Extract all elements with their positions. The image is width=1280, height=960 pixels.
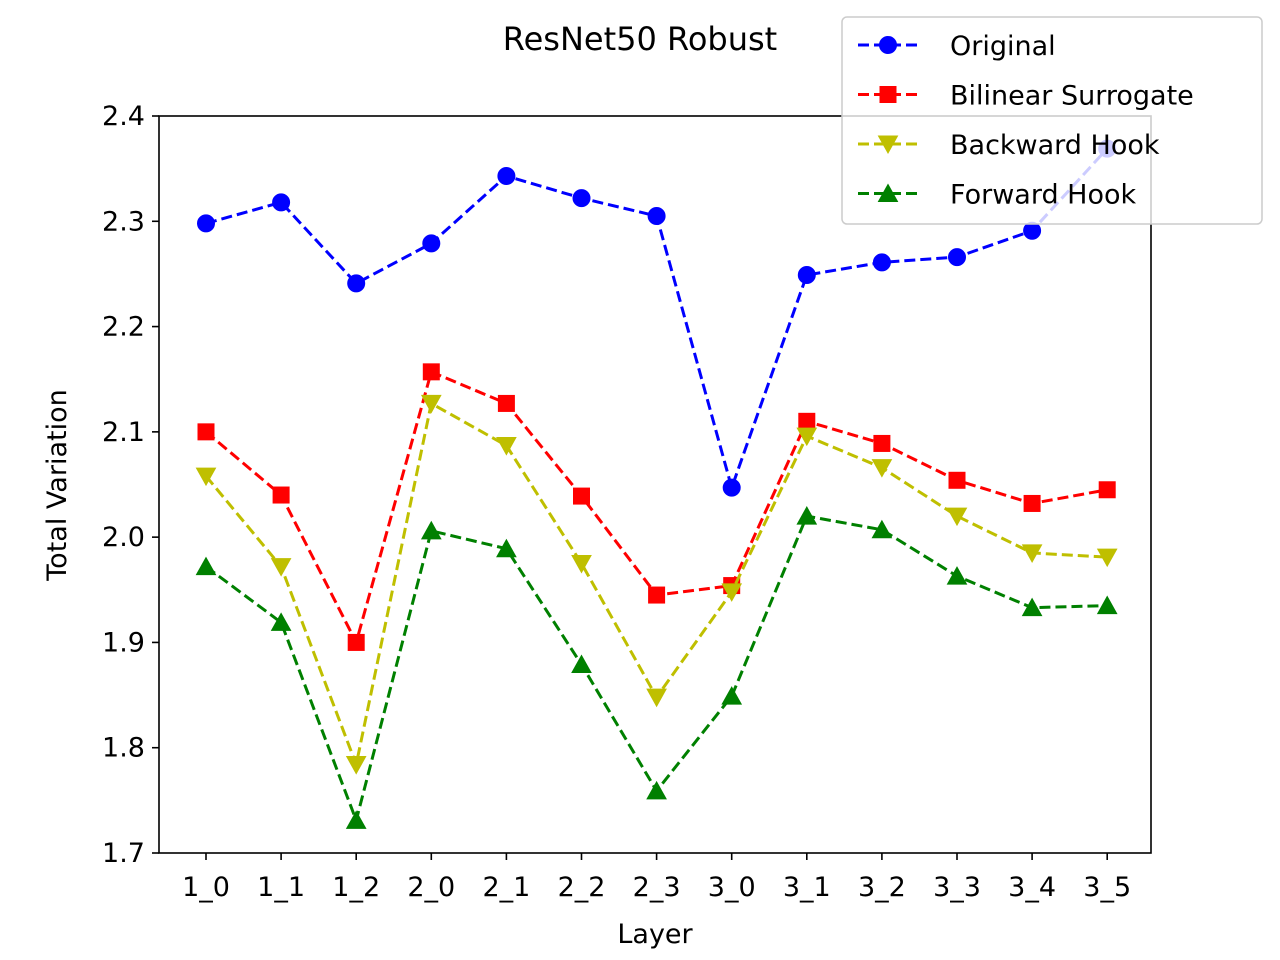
legend-label-bilinear-surrogate: Bilinear Surrogate [950, 81, 1194, 112]
y-axis: 1.7 1.8 1.9 2.0 2.1 2.2 2.3 2.4 [102, 101, 159, 869]
data-point [721, 583, 743, 602]
data-point [1096, 548, 1118, 568]
y-tick-label: 1.9 [102, 627, 145, 658]
data-point [347, 633, 365, 651]
data-point [497, 394, 515, 412]
x-tick-label: 1_0 [182, 872, 230, 903]
data-point [1023, 221, 1042, 240]
data-point [345, 756, 367, 775]
y-tick-label: 2.4 [102, 101, 145, 132]
legend-marker-bilinear-surrogate [879, 86, 897, 103]
y-tick-label: 2.2 [102, 312, 145, 343]
x-tick-label: 1_2 [332, 872, 380, 903]
data-point [270, 558, 292, 577]
data-point [1021, 544, 1043, 563]
x-tick-label: 3_3 [933, 872, 981, 903]
data-point [573, 487, 590, 505]
data-point [345, 810, 367, 829]
x-tick-label: 2_3 [633, 872, 681, 903]
legend-label-backward-hook: Backward Hook [950, 130, 1160, 161]
legend: Original Bilinear Surrogate Backward Hook F… [841, 16, 1263, 225]
data-point [422, 234, 441, 253]
data-point [272, 193, 291, 212]
x-tick-label: 2_2 [558, 872, 606, 903]
data-point [496, 437, 517, 456]
data-point [946, 566, 968, 585]
x-axis-label: Layer [617, 919, 693, 950]
series-layer [195, 139, 1118, 829]
x-tick-label: 3_5 [1083, 872, 1131, 903]
data-point [646, 780, 667, 800]
data-point [946, 507, 968, 527]
data-point [420, 394, 442, 414]
x-tick-label: 2_0 [407, 872, 455, 903]
y-tick-label: 2.1 [102, 417, 145, 448]
data-point [646, 688, 667, 708]
data-point [873, 434, 891, 452]
data-point [195, 556, 217, 576]
data-point [197, 423, 215, 441]
data-point [1023, 494, 1041, 512]
chart-title: ResNet50 Robust [503, 20, 777, 58]
data-point [797, 265, 816, 284]
x-tick-label: 3_2 [858, 872, 906, 903]
x-tick-label: 3_1 [783, 872, 831, 903]
data-point [1021, 597, 1043, 617]
y-tick-label: 2.3 [102, 206, 145, 237]
data-point [798, 412, 816, 430]
y-axis-label: Total Variation [42, 389, 73, 581]
data-point [347, 274, 366, 293]
x-tick-label: 3_4 [1008, 872, 1056, 903]
series-line-forward-hook [205, 514, 1108, 826]
data-point [948, 471, 966, 489]
data-point [571, 554, 592, 574]
y-tick-label: 1.8 [102, 733, 145, 764]
legend-label-forward-hook: Forward Hook [950, 180, 1137, 211]
data-point [1098, 481, 1116, 499]
legend-label-original: Original [950, 31, 1056, 62]
data-point [872, 253, 891, 272]
series-backward-hook [195, 394, 1118, 775]
data-point [197, 214, 215, 233]
data-point [796, 427, 818, 447]
data-point [420, 520, 442, 540]
data-point [722, 478, 741, 497]
data-point [195, 467, 217, 487]
x-axis: 1_0 1_1 1_2 2_0 2_1 2_2 2_3 3_0 3_1 3_2 3_3 3_4 3_5 [182, 853, 1131, 903]
data-point [647, 207, 666, 226]
plot-area [158, 115, 1152, 854]
data-point [497, 167, 516, 186]
data-point [1096, 595, 1118, 615]
data-point [270, 612, 292, 631]
data-point [422, 363, 440, 381]
y-tick-label: 1.7 [102, 838, 145, 869]
series-bilinear-surrogate [197, 363, 1116, 651]
x-tick-label: 3_0 [708, 872, 756, 903]
series-forward-hook [195, 506, 1118, 829]
x-tick-label: 1_1 [257, 872, 305, 903]
data-point [948, 248, 966, 267]
legend-box [841, 16, 1263, 225]
x-tick-label: 2_1 [482, 872, 530, 903]
data-point [871, 519, 893, 539]
data-point [496, 538, 517, 558]
legend-marker-backward-hook [877, 135, 899, 155]
legend-marker-original [879, 36, 897, 54]
data-point [871, 459, 893, 478]
data-point [648, 586, 666, 604]
data-point [571, 654, 592, 674]
series-original [197, 139, 1117, 497]
legend-marker-forward-hook [877, 183, 899, 202]
data-point [572, 189, 591, 208]
data-point [796, 506, 818, 525]
y-tick-label: 2.0 [102, 522, 145, 553]
data-point [272, 486, 290, 504]
data-point [721, 686, 743, 705]
